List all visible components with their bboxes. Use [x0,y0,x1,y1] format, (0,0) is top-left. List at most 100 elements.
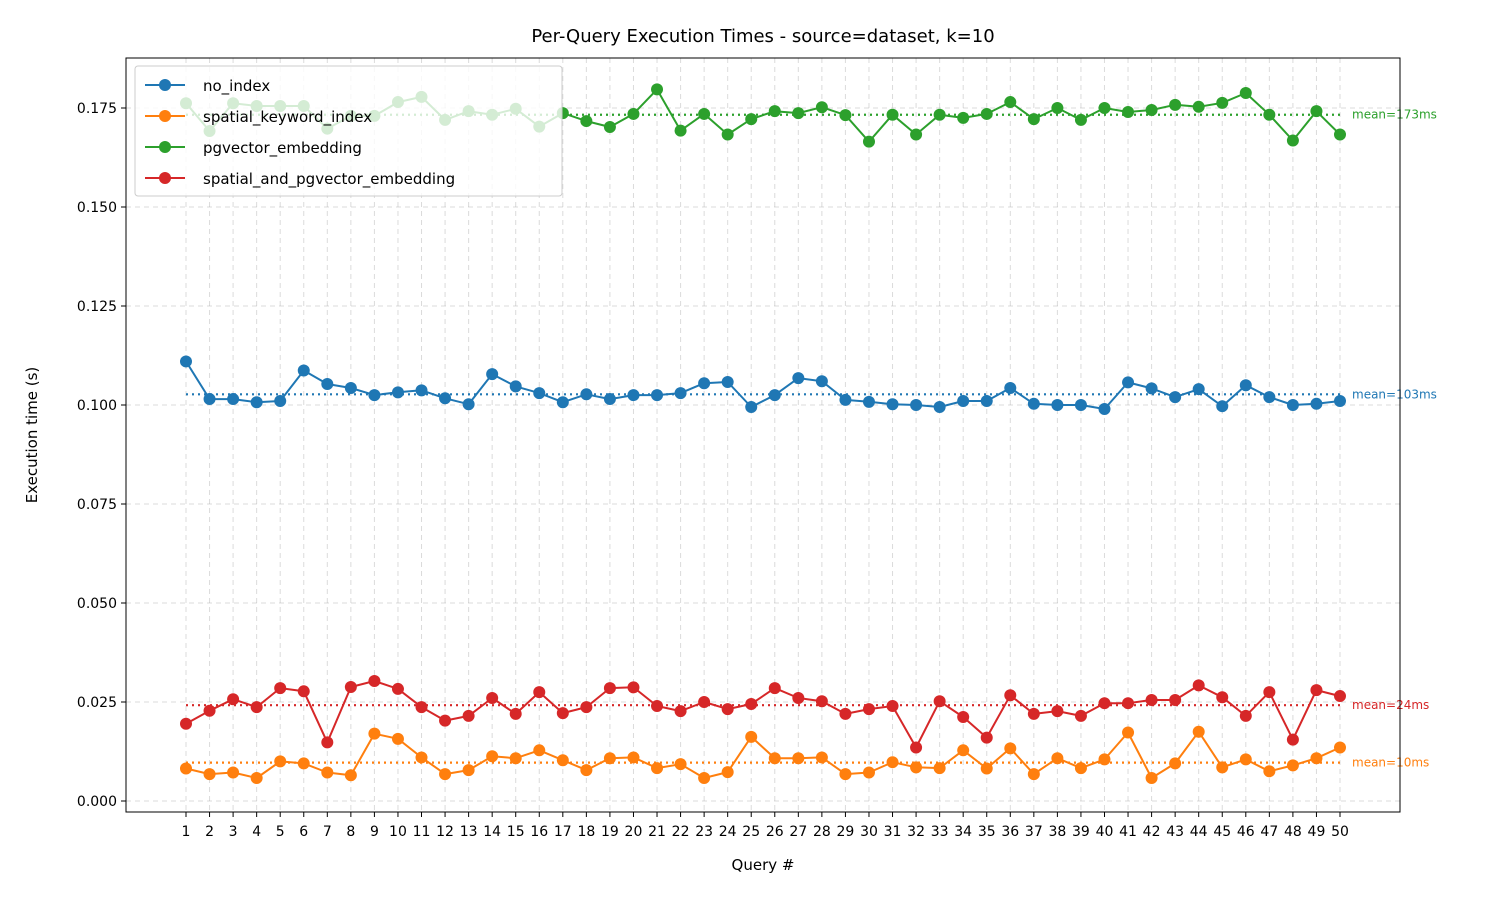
series-spatial_and_pgvector_embedding [180,675,1346,754]
data-point [1004,689,1016,701]
series-line [186,732,1340,778]
legend-marker [159,172,171,184]
x-tick-label: 5 [276,824,285,840]
x-tick-label: 32 [907,824,925,840]
data-point [580,764,592,776]
data-point [604,393,616,405]
x-tick-label: 17 [554,824,572,840]
data-point [463,764,475,776]
x-tick-label: 18 [577,824,595,840]
data-point [627,389,639,401]
data-point [1004,382,1016,394]
data-point [251,396,263,408]
data-point [910,399,922,411]
data-point [533,744,545,756]
data-point [180,763,192,775]
data-point [1075,399,1087,411]
data-point [1051,752,1063,764]
data-point [627,751,639,763]
data-point [887,700,899,712]
mean-label: mean=24ms [1352,698,1429,712]
x-tick-label: 14 [483,824,501,840]
data-point [675,758,687,770]
data-point [957,744,969,756]
data-point [816,695,828,707]
data-point [1169,99,1181,111]
data-point [1240,379,1252,391]
data-point [934,762,946,774]
data-point [769,389,781,401]
legend-marker [159,79,171,91]
data-point [298,757,310,769]
data-point [439,392,451,404]
data-point [1146,694,1158,706]
data-point [1122,726,1134,738]
x-tick-label: 49 [1308,824,1326,840]
data-point [910,129,922,141]
data-point [722,703,734,715]
data-point [722,376,734,388]
data-point [345,769,357,781]
data-point [816,751,828,763]
data-point [439,768,451,780]
data-point [557,754,569,766]
data-point [510,708,522,720]
data-point [839,109,851,121]
x-tick-label: 13 [460,824,478,840]
legend-label: spatial_keyword_index [203,108,372,127]
data-point [651,700,663,712]
x-tick-label: 50 [1331,824,1349,840]
data-point [981,395,993,407]
data-point [368,728,380,740]
series-no_index [180,355,1346,415]
data-point [204,768,216,780]
data-point [957,112,969,124]
data-point [1216,691,1228,703]
data-point [698,377,710,389]
data-point [769,752,781,764]
data-point [321,736,333,748]
data-point [1216,97,1228,109]
data-point [180,355,192,367]
x-tick-label: 8 [346,824,355,840]
data-point [1122,376,1134,388]
data-point [1004,96,1016,108]
data-point [792,752,804,764]
data-point [934,695,946,707]
data-point [957,395,969,407]
data-point [651,762,663,774]
x-tick-label: 31 [884,824,902,840]
data-point [1075,762,1087,774]
data-point [1169,757,1181,769]
data-point [1146,382,1158,394]
data-point [416,751,428,763]
data-point [227,393,239,405]
data-point [227,693,239,705]
legend-marker [159,141,171,153]
x-tick-label: 27 [789,824,807,840]
data-point [1051,705,1063,717]
data-point [251,772,263,784]
data-point [368,675,380,687]
data-point [1310,684,1322,696]
data-point [863,703,875,715]
data-point [934,109,946,121]
data-point [792,107,804,119]
data-point [1263,765,1275,777]
data-point [1334,690,1346,702]
data-point [910,742,922,754]
x-tick-label: 1 [182,824,191,840]
y-tick-label: 0.175 [77,101,117,117]
data-point [274,682,286,694]
data-point [1263,391,1275,403]
legend-label: no_index [203,77,270,96]
y-axis-label: Execution time (s) [23,367,41,504]
data-point [1004,742,1016,754]
legend-marker [159,110,171,122]
data-point [204,705,216,717]
data-point [557,707,569,719]
data-point [180,718,192,730]
data-point [1240,710,1252,722]
data-point [486,750,498,762]
